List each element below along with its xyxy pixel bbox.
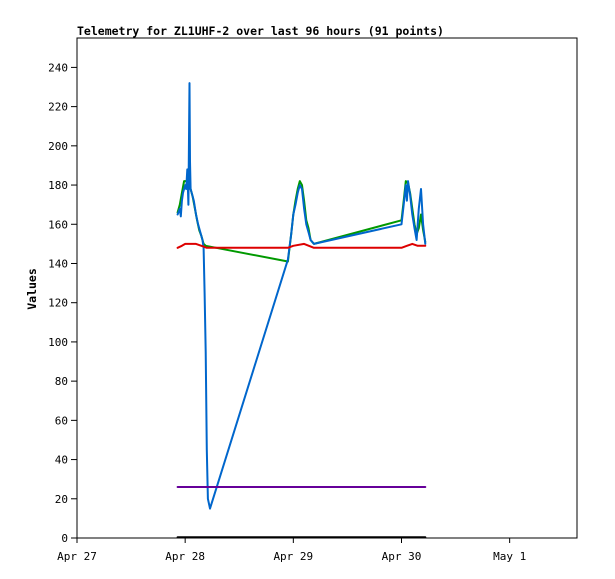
- y-tick-label: 200: [48, 140, 68, 153]
- y-tick-label: 80: [55, 375, 68, 388]
- x-tick-label: Apr 29: [273, 550, 313, 563]
- series-line-2: [176, 82, 427, 510]
- y-tick-label: 120: [48, 297, 68, 310]
- series-layer: [176, 82, 427, 539]
- x-tick-label: Apr 30: [382, 550, 422, 563]
- y-tick-label: 240: [48, 61, 68, 74]
- plot-frame: [76, 37, 578, 539]
- y-tick-label: 180: [48, 179, 68, 192]
- x-tick-label: Apr 27: [57, 550, 97, 563]
- x-axis: Apr 27 Apr 28 Apr 29 Apr 30 May 1: [57, 538, 526, 563]
- y-tick-label: 160: [48, 218, 68, 231]
- chart-title: Telemetry for ZL1UHF-2 over last 96 hour…: [77, 24, 444, 38]
- y-axis-label: Values: [25, 268, 39, 310]
- y-axis: 0 20 40 60 80 100 120 140 160 180 200 220 240: [48, 61, 77, 545]
- x-tick-label: Apr 28: [165, 550, 205, 563]
- y-tick-label: 40: [55, 454, 68, 467]
- y-tick-label: 0: [61, 532, 68, 545]
- y-tick-label: 20: [55, 493, 68, 506]
- y-tick-label: 100: [48, 336, 68, 349]
- y-tick-label: 140: [48, 257, 68, 270]
- series-line-3: [176, 242, 427, 249]
- y-tick-label: 220: [48, 101, 68, 114]
- y-tick-label: 60: [55, 414, 68, 427]
- x-tick-label: May 1: [493, 550, 526, 563]
